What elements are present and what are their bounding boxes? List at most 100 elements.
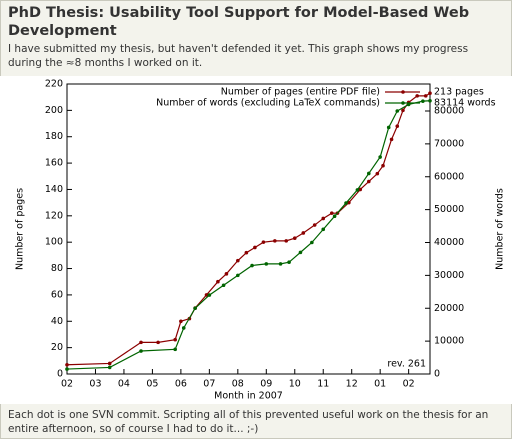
data-point bbox=[65, 362, 69, 367]
data-point bbox=[261, 240, 266, 244]
data-point bbox=[386, 125, 391, 130]
x-tick-label: 11 bbox=[317, 379, 329, 390]
data-point bbox=[156, 340, 160, 345]
legend-label: Number of words (excluding LaTeX command… bbox=[156, 98, 380, 109]
y-tick-label: 40 bbox=[51, 316, 63, 327]
data-point bbox=[204, 293, 209, 297]
data-point bbox=[389, 137, 394, 142]
legend-dot bbox=[401, 101, 405, 105]
data-point bbox=[179, 319, 183, 324]
data-point bbox=[236, 258, 240, 263]
y-tick-label: 120 bbox=[45, 210, 63, 221]
x-tick-label: 08 bbox=[232, 379, 244, 390]
y-tick-label: 20 bbox=[51, 342, 63, 353]
data-point bbox=[284, 239, 289, 243]
legend-label: Number of pages (entire PDF file) bbox=[221, 87, 380, 98]
data-point bbox=[216, 279, 220, 284]
series-line bbox=[66, 92, 431, 366]
y2-axis-label: Number of words bbox=[495, 188, 506, 270]
y-tick-label: 100 bbox=[45, 237, 63, 248]
annotation: rev. 261 bbox=[387, 359, 426, 370]
series-line bbox=[66, 100, 431, 370]
data-point bbox=[107, 361, 112, 366]
data-point bbox=[221, 283, 226, 288]
data-point bbox=[312, 223, 317, 227]
data-point bbox=[287, 260, 291, 265]
y2-tick-label: 0 bbox=[434, 369, 440, 380]
x-tick-label: 12 bbox=[346, 379, 358, 390]
y-tick-label: 180 bbox=[45, 131, 63, 142]
data-point bbox=[224, 272, 229, 276]
data-point bbox=[378, 155, 382, 159]
x-tick-label: 02 bbox=[61, 379, 73, 390]
y-tick-label: 0 bbox=[57, 369, 63, 380]
data-point bbox=[292, 236, 297, 241]
y-tick-label: 220 bbox=[45, 79, 63, 90]
data-point bbox=[65, 367, 69, 371]
x-tick-label: 05 bbox=[146, 379, 158, 390]
y2-tick-label: 60000 bbox=[434, 171, 464, 182]
data-point bbox=[421, 99, 425, 103]
data-point bbox=[193, 306, 197, 311]
data-point bbox=[381, 163, 385, 168]
data-point bbox=[423, 94, 428, 98]
data-point bbox=[375, 171, 380, 176]
y-axis-label: Number of pages bbox=[15, 188, 26, 270]
y-tick-label: 200 bbox=[45, 105, 63, 116]
data-point bbox=[173, 347, 177, 352]
data-point bbox=[264, 262, 269, 266]
data-point bbox=[401, 108, 405, 113]
data-point bbox=[366, 179, 371, 184]
x-tick-label: 10 bbox=[289, 379, 301, 390]
data-point bbox=[344, 201, 348, 205]
data-point bbox=[395, 124, 400, 128]
footer-text: Each dot is one SVN commit. Scripting al… bbox=[8, 409, 489, 435]
data-point bbox=[107, 365, 112, 370]
data-point bbox=[329, 211, 334, 215]
y2-tick-label: 50000 bbox=[434, 204, 464, 215]
annotation: 83114 words bbox=[434, 97, 496, 108]
data-point bbox=[139, 340, 143, 345]
x-tick-label: 03 bbox=[89, 379, 101, 390]
x-tick-label: 06 bbox=[175, 379, 187, 390]
data-point bbox=[236, 273, 240, 278]
data-point bbox=[428, 91, 432, 96]
y-tick-label: 140 bbox=[45, 184, 63, 195]
x-tick-label: 01 bbox=[374, 379, 386, 390]
y2-tick-label: 80000 bbox=[434, 106, 464, 117]
data-point bbox=[298, 250, 303, 255]
y-tick-label: 60 bbox=[51, 289, 63, 300]
data-point bbox=[301, 231, 306, 235]
data-point bbox=[366, 171, 371, 176]
annotation: 213 pages bbox=[434, 87, 484, 98]
y2-tick-label: 30000 bbox=[434, 270, 464, 281]
data-point bbox=[321, 216, 326, 221]
data-point bbox=[253, 245, 257, 250]
data-point bbox=[173, 337, 177, 342]
data-point bbox=[321, 227, 326, 232]
data-point bbox=[415, 94, 419, 98]
intro-text: I have submitted my thesis, but haven't … bbox=[8, 43, 469, 69]
x-tick-label: 04 bbox=[118, 379, 130, 390]
y2-tick-label: 70000 bbox=[434, 138, 464, 149]
x-axis-label: Month in 2007 bbox=[214, 391, 283, 402]
data-point bbox=[428, 98, 432, 103]
y2-tick-label: 40000 bbox=[434, 237, 464, 248]
data-point bbox=[395, 109, 400, 113]
page-title: PhD Thesis: Usability Tool Support for M… bbox=[8, 5, 470, 39]
data-point bbox=[358, 187, 363, 192]
x-tick-label: 09 bbox=[260, 379, 272, 390]
data-point bbox=[181, 326, 186, 330]
plot-frame bbox=[66, 83, 431, 375]
y2-tick-label: 10000 bbox=[434, 336, 464, 347]
x-tick-label: 07 bbox=[203, 379, 215, 390]
data-point bbox=[310, 240, 314, 245]
data-point bbox=[139, 349, 143, 353]
data-point bbox=[244, 250, 249, 255]
legend-dot bbox=[401, 90, 405, 94]
chart: 0204060801001201401601802002200100002000… bbox=[0, 76, 512, 404]
data-point bbox=[250, 263, 254, 268]
y2-tick-label: 20000 bbox=[434, 303, 464, 314]
data-point bbox=[332, 214, 337, 219]
